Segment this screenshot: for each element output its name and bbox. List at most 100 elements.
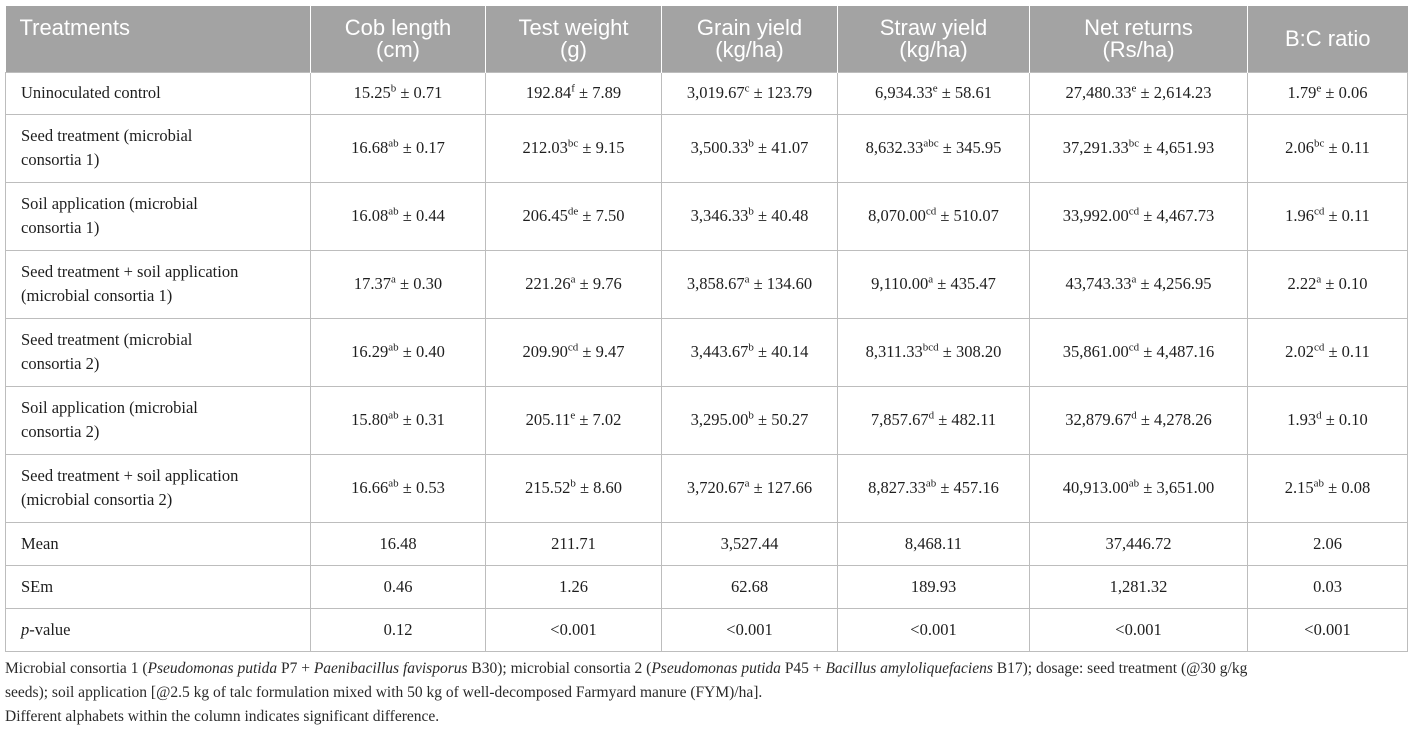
plus-minus-sign: ± bbox=[582, 342, 592, 361]
footnote-species-name: Pseudomonas putida bbox=[147, 659, 278, 677]
significance-letter: bcd bbox=[922, 341, 939, 354]
stats-value: 2.06 bbox=[1247, 521, 1408, 566]
column-header-title: Straw yield bbox=[879, 14, 988, 40]
stats-label: p-value bbox=[5, 607, 311, 652]
table-cell: 8,311.33bcd ± 308.20 bbox=[837, 317, 1030, 387]
plus-minus-sign: ± bbox=[940, 206, 950, 225]
cell-error: 40.14 bbox=[771, 342, 809, 361]
cell-mean: 40,913.00 bbox=[1062, 478, 1129, 497]
cell-mean: 3,019.67 bbox=[686, 83, 745, 102]
plus-minus-sign: ± bbox=[938, 410, 948, 429]
footnote-consortia: Microbial consortia 1 (Pseudomonas putid… bbox=[5, 657, 1407, 681]
plus-minus-sign: ± bbox=[1143, 138, 1153, 157]
table-cell: 3,500.33b ± 41.07 bbox=[661, 113, 838, 183]
stats-row: Mean 16.48 211.71 3,527.44 8,468.11 37,446.72… bbox=[5, 521, 1408, 566]
cell-mean: 37,291.33 bbox=[1062, 138, 1129, 157]
cell-error: 457.16 bbox=[953, 478, 999, 497]
table-cell: 1.93d ± 0.10 bbox=[1247, 385, 1408, 455]
treatment-label-line1: Soil application (microbial bbox=[21, 398, 198, 417]
column-header-unit: (cm) bbox=[376, 36, 420, 62]
table-cell: 2.15ab ± 0.08 bbox=[1247, 453, 1408, 523]
stats-value: 0.46 bbox=[310, 564, 486, 609]
significance-letter: d bbox=[928, 409, 935, 422]
table-cell: 16.68ab ± 0.17 bbox=[310, 113, 486, 183]
cell-mean: 209.90 bbox=[522, 342, 568, 361]
cell-mean: 35,861.00 bbox=[1062, 342, 1129, 361]
cell-mean: 206.45 bbox=[522, 206, 568, 225]
plus-minus-sign: ± bbox=[402, 342, 412, 361]
cell-error: 308.20 bbox=[955, 342, 1002, 361]
cell-mean: 6,934.33 bbox=[874, 83, 933, 102]
plus-minus-sign: ± bbox=[579, 83, 589, 102]
significance-letter: a bbox=[391, 273, 396, 286]
significance-letter: abc bbox=[923, 137, 939, 150]
stats-value: 211.71 bbox=[485, 521, 662, 566]
table-cell: 40,913.00ab ± 3,651.00 bbox=[1029, 453, 1248, 523]
footnote-text: Microbial consortia 1 ( bbox=[5, 659, 148, 677]
table-footnotes: Microbial consortia 1 (Pseudomonas putid… bbox=[5, 657, 1407, 729]
header-row: Treatments Cob length (cm) Test weight (g) Gr… bbox=[5, 6, 1408, 72]
cell-mean: 3,295.00 bbox=[690, 410, 749, 429]
cell-mean: 43,743.33 bbox=[1065, 274, 1132, 293]
cell-error: 0.71 bbox=[413, 83, 443, 102]
cell-mean: 16.66 bbox=[351, 478, 389, 497]
plus-minus-sign: ± bbox=[1143, 206, 1153, 225]
plus-minus-sign: ± bbox=[582, 206, 592, 225]
plus-minus-sign: ± bbox=[1140, 83, 1150, 102]
table-cell: 2.22a ± 0.10 bbox=[1247, 249, 1408, 319]
cell-mean: 1.79 bbox=[1287, 83, 1317, 102]
footnote-significance: Different alphabets within the column in… bbox=[5, 707, 440, 725]
column-header-title: Grain yield bbox=[696, 14, 803, 40]
significance-letter: b bbox=[570, 477, 576, 490]
plus-minus-sign: ± bbox=[1325, 274, 1335, 293]
cell-mean: 205.11 bbox=[525, 410, 571, 429]
cell-mean: 3,500.33 bbox=[690, 138, 749, 157]
plus-minus-sign: ± bbox=[579, 410, 589, 429]
cell-mean: 8,070.00 bbox=[868, 206, 926, 225]
table-cell: 3,019.67c ± 123.79 bbox=[661, 71, 838, 115]
stats-value: <0.001 bbox=[837, 607, 1030, 652]
table-cell: 1.96cd ± 0.11 bbox=[1247, 181, 1408, 251]
cell-mean: 3,858.67 bbox=[686, 274, 745, 293]
table-cell: 209.90cd ± 9.47 bbox=[485, 317, 662, 387]
cell-error: 123.79 bbox=[766, 83, 813, 102]
table-cell: 17.37a ± 0.30 bbox=[310, 249, 486, 319]
cell-error: 9.15 bbox=[595, 138, 625, 157]
treatment-label-line1: Seed treatment + soil application bbox=[21, 466, 239, 485]
significance-letter: cd bbox=[567, 341, 579, 354]
table-cell: 43,743.33a ± 4,256.95 bbox=[1029, 249, 1248, 319]
cell-mean: 192.84 bbox=[525, 83, 572, 102]
significance-letter: b bbox=[748, 341, 754, 354]
significance-letter: f bbox=[571, 82, 575, 95]
table-cell: 8,632.33abc ± 345.95 bbox=[837, 113, 1030, 183]
cell-error: 134.60 bbox=[766, 274, 813, 293]
stats-label-text: SEm bbox=[21, 576, 54, 596]
stats-value: 8,468.11 bbox=[837, 521, 1030, 566]
footnote-text: B17); dosage: seed treatment (@30 g/kg bbox=[992, 659, 1248, 677]
column-header-title: Cob length bbox=[344, 14, 452, 40]
column-header-title: B:C ratio bbox=[1284, 25, 1371, 51]
significance-letter: a bbox=[744, 477, 750, 490]
column-header-title: Net returns bbox=[1084, 14, 1193, 40]
cell-error: 58.61 bbox=[954, 83, 993, 102]
significance-letter: ab bbox=[388, 341, 399, 354]
cell-mean: 2.06 bbox=[1285, 138, 1314, 157]
plus-minus-sign: ± bbox=[753, 83, 763, 102]
significance-letter: bc bbox=[1128, 137, 1140, 150]
significance-letter: b bbox=[390, 82, 397, 95]
treatment-label-line2: consortia 1) bbox=[21, 150, 100, 169]
treatment-label: Uninoculated control bbox=[5, 71, 311, 115]
treatment-label: Seed treatment (microbial consortia 2) bbox=[5, 317, 311, 387]
table-cell: 15.25b ± 0.71 bbox=[310, 71, 486, 115]
stats-row: p-value 0.12 <0.001 <0.001 <0.001 <0.001 <0.00… bbox=[5, 607, 1408, 652]
plus-minus-sign: ± bbox=[758, 342, 768, 361]
cell-mean: 17.37 bbox=[353, 274, 392, 293]
cell-mean: 212.03 bbox=[522, 138, 568, 157]
cell-error: 0.10 bbox=[1338, 274, 1368, 293]
table-cell: 3,346.33b ± 40.48 bbox=[661, 181, 838, 251]
column-header-title: Treatments bbox=[19, 15, 130, 40]
cell-error: 8.60 bbox=[593, 478, 623, 497]
significance-letter: b bbox=[748, 409, 754, 422]
table-cell: 215.52b ± 8.60 bbox=[485, 453, 662, 523]
treatment-label-line1: Seed treatment + soil application bbox=[21, 262, 239, 281]
